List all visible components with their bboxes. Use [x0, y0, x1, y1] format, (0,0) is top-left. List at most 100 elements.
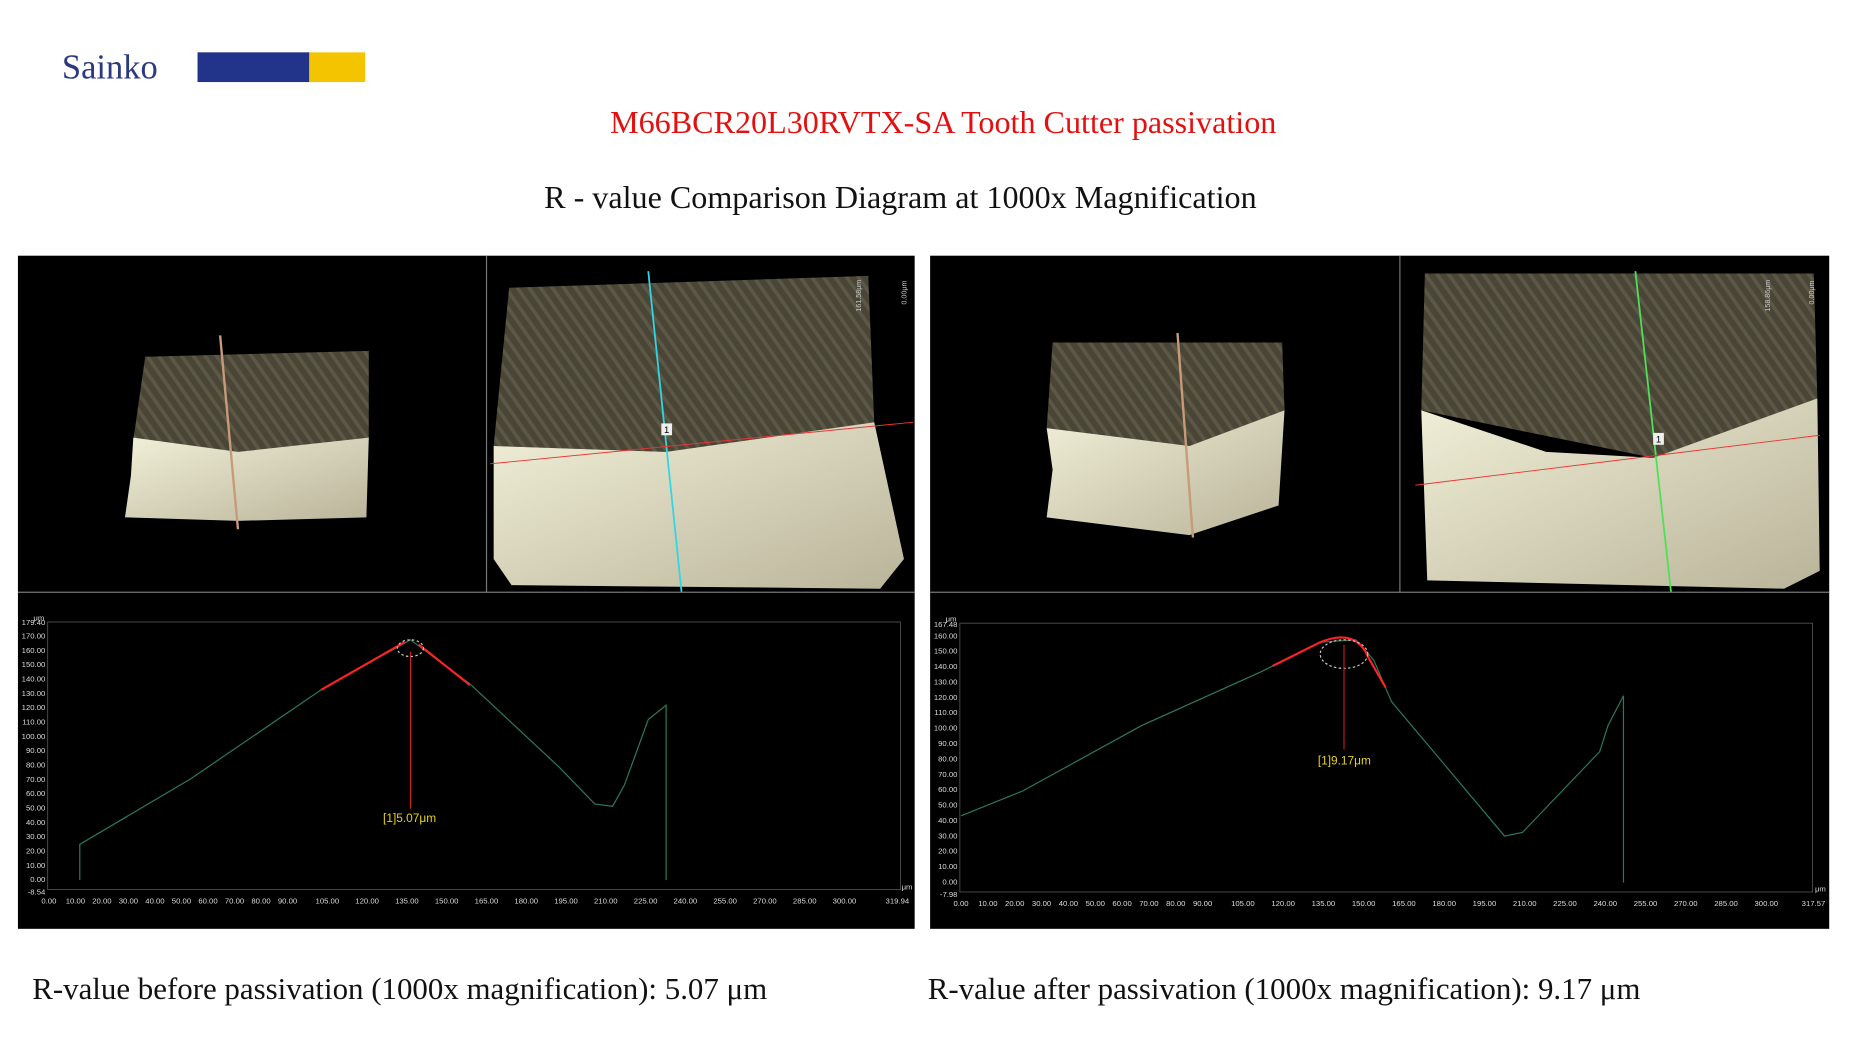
- x-tick-label: 50.00: [1086, 899, 1105, 908]
- plot-frame: [959, 622, 1813, 893]
- brand: Sainko: [62, 48, 158, 86]
- x-tick-label: 300.00: [1755, 899, 1779, 908]
- scale-label: 0.00μm: [1808, 280, 1816, 304]
- micrograph: [1046, 342, 1285, 446]
- x-tick-label: 135.00: [395, 897, 419, 906]
- y-tick-label: 80.00: [26, 760, 45, 769]
- x-tick-label: 150.00: [435, 897, 459, 906]
- radius-fit: [320, 641, 471, 691]
- axis-unit: μm: [33, 613, 44, 622]
- marker: 1: [664, 425, 669, 436]
- x-tick-label: 105.00: [1231, 899, 1255, 908]
- measure-line: [490, 421, 914, 465]
- y-tick-label: -7.98: [940, 890, 958, 899]
- y-tick-label: 0.00: [942, 877, 957, 886]
- x-tick-label: 0.00: [954, 899, 969, 908]
- x-tick-label: 20.00: [1005, 899, 1024, 908]
- x-tick-label: 40.00: [145, 897, 164, 906]
- scale-label: 161.58μm: [855, 280, 863, 312]
- brand-bar: [309, 52, 366, 83]
- panel-after: 1 158.86μm 0.00μm [1]9.17μm μm μm: [930, 255, 1830, 929]
- y-tick-label: 150.00: [22, 660, 46, 669]
- x-tick-label: 165.00: [1392, 899, 1416, 908]
- x-tick-label: 20.00: [92, 897, 111, 906]
- panel-before: 1 161.58μm 0.00μm [1]5.07μm μm μm: [17, 255, 915, 929]
- x-tick-label: 180.00: [514, 897, 538, 906]
- axis-unit: μm: [1815, 885, 1826, 894]
- x-tick-label: 30.00: [119, 897, 138, 906]
- x-tick-label: 10.00: [66, 897, 85, 906]
- x-tick-label: 240.00: [1593, 899, 1617, 908]
- x-tick-label: 225.00: [1553, 899, 1577, 908]
- y-tick-label: 90.00: [26, 746, 45, 755]
- x-tick-label: 255.00: [713, 897, 737, 906]
- x-tick-label: 270.00: [753, 897, 777, 906]
- y-tick-label: 130.00: [934, 677, 958, 686]
- x-tick-label: 285.00: [793, 897, 817, 906]
- x-tick-label: 80.00: [251, 897, 270, 906]
- y-tick-label: 110.00: [22, 717, 45, 726]
- x-tick-label: 240.00: [674, 897, 698, 906]
- y-tick-label: 170.00: [22, 631, 46, 640]
- annotation: [1]9.17μm: [1318, 754, 1371, 768]
- axis-unit: μm: [946, 615, 957, 624]
- y-tick-label: 50.00: [938, 801, 957, 810]
- plot-frame: [47, 621, 901, 890]
- y-tick-label: 100.00: [22, 732, 46, 741]
- y-tick-label: 110.00: [934, 708, 957, 717]
- x-tick-label: 80.00: [1166, 899, 1185, 908]
- y-tick-label: 20.00: [26, 846, 45, 855]
- marker-box: [661, 423, 673, 436]
- y-tick-label: 179.40: [22, 618, 46, 627]
- micrograph: [1421, 398, 1820, 589]
- subtitle: R - value Comparison Diagram at 1000x Ma…: [544, 179, 1257, 215]
- y-tick-label: 30.00: [938, 831, 957, 840]
- y-tick-label: 90.00: [938, 739, 957, 748]
- y-tick-label: 100.00: [934, 724, 958, 733]
- section-line: [1176, 332, 1195, 538]
- marker-box: [1653, 432, 1664, 445]
- axis-unit: μm: [902, 882, 913, 891]
- x-tick-label: 70.00: [225, 897, 244, 906]
- profile-line: [79, 639, 667, 881]
- x-tick-label: 30.00: [1032, 899, 1051, 908]
- measure-line: [1634, 271, 1672, 593]
- x-tick-label: 70.00: [1139, 899, 1158, 908]
- y-tick-label: 10.00: [938, 862, 957, 871]
- x-tick-label: 300.00: [833, 897, 857, 906]
- y-tick-label: 120.00: [22, 703, 46, 712]
- y-tick-label: 70.00: [26, 775, 45, 784]
- y-tick-label: 10.00: [26, 861, 45, 870]
- y-tick-label: 70.00: [938, 770, 957, 779]
- y-tick-label: 160.00: [934, 631, 958, 640]
- y-tick-label: 60.00: [938, 785, 957, 794]
- x-tick-label: 0.00: [41, 897, 56, 906]
- marker: 1: [1656, 434, 1661, 445]
- x-tick-label: 90.00: [278, 897, 297, 906]
- x-tick-label: 270.00: [1674, 899, 1698, 908]
- y-tick-label: 20.00: [938, 847, 957, 856]
- title: M66BCR20L30RVTX-SA Tooth Cutter passivat…: [610, 104, 1276, 140]
- x-tick-label: 105.00: [316, 897, 340, 906]
- x-tick-label: 255.00: [1634, 899, 1658, 908]
- y-tick-label: 160.00: [22, 646, 46, 655]
- x-tick-label: 120.00: [355, 897, 379, 906]
- y-tick-label: 140.00: [934, 662, 958, 671]
- micrograph: [493, 275, 875, 452]
- y-tick-label: 40.00: [26, 818, 45, 827]
- micrograph: [133, 350, 369, 452]
- caption: R-value after passivation (1000x magnifi…: [928, 971, 1641, 1006]
- y-tick-label: 60.00: [26, 789, 45, 798]
- radius-fit: [1272, 636, 1387, 688]
- annotation: [1]5.07μm: [383, 811, 436, 825]
- x-tick-label: 317.57: [1802, 899, 1826, 908]
- x-tick-label: 165.00: [475, 897, 499, 906]
- y-tick-label: 167.48: [934, 620, 958, 629]
- x-tick-label: 195.00: [1473, 899, 1497, 908]
- x-tick-label: 50.00: [172, 897, 191, 906]
- x-tick-label: 60.00: [198, 897, 217, 906]
- x-tick-label: 319.94: [886, 897, 910, 906]
- y-tick-label: 30.00: [26, 832, 45, 841]
- x-tick-label: 10.00: [978, 899, 997, 908]
